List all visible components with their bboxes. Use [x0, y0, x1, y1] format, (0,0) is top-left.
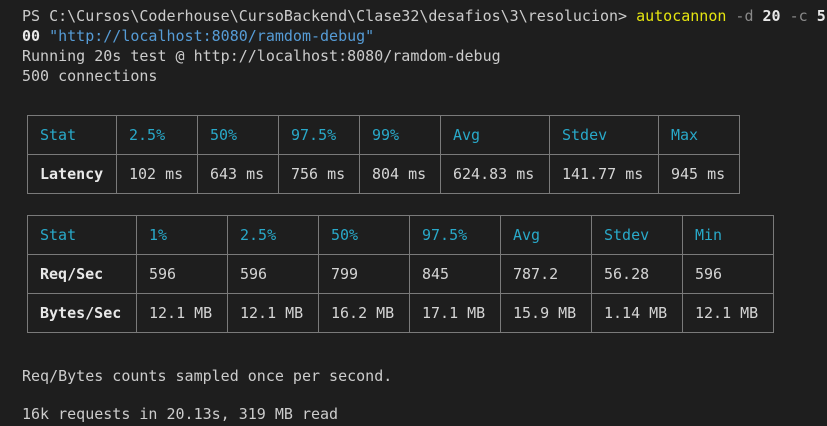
table-cell: 1.14 MB	[591, 293, 683, 333]
duration-flag: -d	[726, 7, 763, 25]
header-cell: Avg	[440, 115, 550, 155]
header-cell: Stdev	[591, 215, 683, 255]
header-cell: 97.5%	[278, 115, 360, 155]
header-cell: 99%	[359, 115, 441, 155]
table-cell: 799	[318, 254, 410, 294]
header-cell: Stat	[27, 215, 137, 255]
row-label: Latency	[27, 154, 117, 194]
table-cell: 804 ms	[359, 154, 441, 194]
connections-flag: -c	[780, 7, 817, 25]
row-label: Bytes/Sec	[27, 293, 137, 333]
row-label: Req/Sec	[27, 254, 137, 294]
table-row: Req/Sec 596 596 799 845 787.2 56.28 596	[27, 254, 774, 294]
header-cell: Avg	[500, 215, 592, 255]
url-argument: "http://localhost:8080/ramdom-debug"	[40, 27, 375, 45]
table-cell: 945 ms	[658, 154, 740, 194]
command-name: autocannon	[636, 7, 727, 25]
table-cell: 12.1 MB	[227, 293, 319, 333]
header-cell: 2.5%	[227, 215, 319, 255]
command-line-2: 00 "http://localhost:8080/ramdom-debug"	[22, 26, 374, 46]
header-cell: 97.5%	[409, 215, 501, 255]
header-cell: 2.5%	[116, 115, 198, 155]
table-cell: 756 ms	[278, 154, 360, 194]
table-cell: 12.1 MB	[682, 293, 774, 333]
header-cell: 50%	[197, 115, 279, 155]
latency-header-row: Stat 2.5% 50% 97.5% 99% Avg Stdev Max	[27, 115, 740, 155]
summary-line: 16k requests in 20.13s, 319 MB read	[22, 405, 339, 423]
table-cell: 15.9 MB	[500, 293, 592, 333]
table-cell: 845	[409, 254, 501, 294]
header-cell: Min	[682, 215, 774, 255]
header-cell: 1%	[136, 215, 228, 255]
table-cell: 624.83 ms	[440, 154, 550, 194]
table-cell: 596	[682, 254, 774, 294]
latency-table: Stat 2.5% 50% 97.5% 99% Avg Stdev Max La…	[27, 115, 740, 194]
table-row: Latency 102 ms 643 ms 756 ms 804 ms 624.…	[27, 154, 740, 194]
table-cell: 17.1 MB	[409, 293, 501, 333]
table-cell: 16.2 MB	[318, 293, 410, 333]
header-cell: Stat	[27, 115, 117, 155]
table-cell: 787.2	[500, 254, 592, 294]
command-line-1: PS C:\Cursos\Coderhouse\CursoBackend\Cla…	[22, 6, 826, 26]
table-cell: 596	[136, 254, 228, 294]
sampled-note: Req/Bytes counts sampled once per second…	[22, 367, 393, 385]
header-cell: Max	[658, 115, 740, 155]
header-cell: Stdev	[549, 115, 659, 155]
header-cell: 50%	[318, 215, 410, 255]
connections-value-part1: 5	[816, 7, 826, 25]
running-line: Running 20s test @ http://localhost:8080…	[22, 47, 501, 65]
ps-prompt: PS C:\Cursos\Coderhouse\CursoBackend\Cla…	[22, 7, 637, 25]
table-row: Bytes/Sec 12.1 MB 12.1 MB 16.2 MB 17.1 M…	[27, 293, 774, 333]
throughput-header-row: Stat 1% 2.5% 50% 97.5% Avg Stdev Min	[27, 215, 774, 255]
connections-value-part2: 00	[22, 27, 41, 45]
connections-line: 500 connections	[22, 67, 158, 85]
table-cell: 596	[227, 254, 319, 294]
duration-value: 20	[762, 7, 781, 25]
throughput-table: Stat 1% 2.5% 50% 97.5% Avg Stdev Min Req…	[27, 215, 774, 333]
table-cell: 643 ms	[197, 154, 279, 194]
table-cell: 56.28	[591, 254, 683, 294]
table-cell: 12.1 MB	[136, 293, 228, 333]
table-cell: 141.77 ms	[549, 154, 659, 194]
table-cell: 102 ms	[116, 154, 198, 194]
